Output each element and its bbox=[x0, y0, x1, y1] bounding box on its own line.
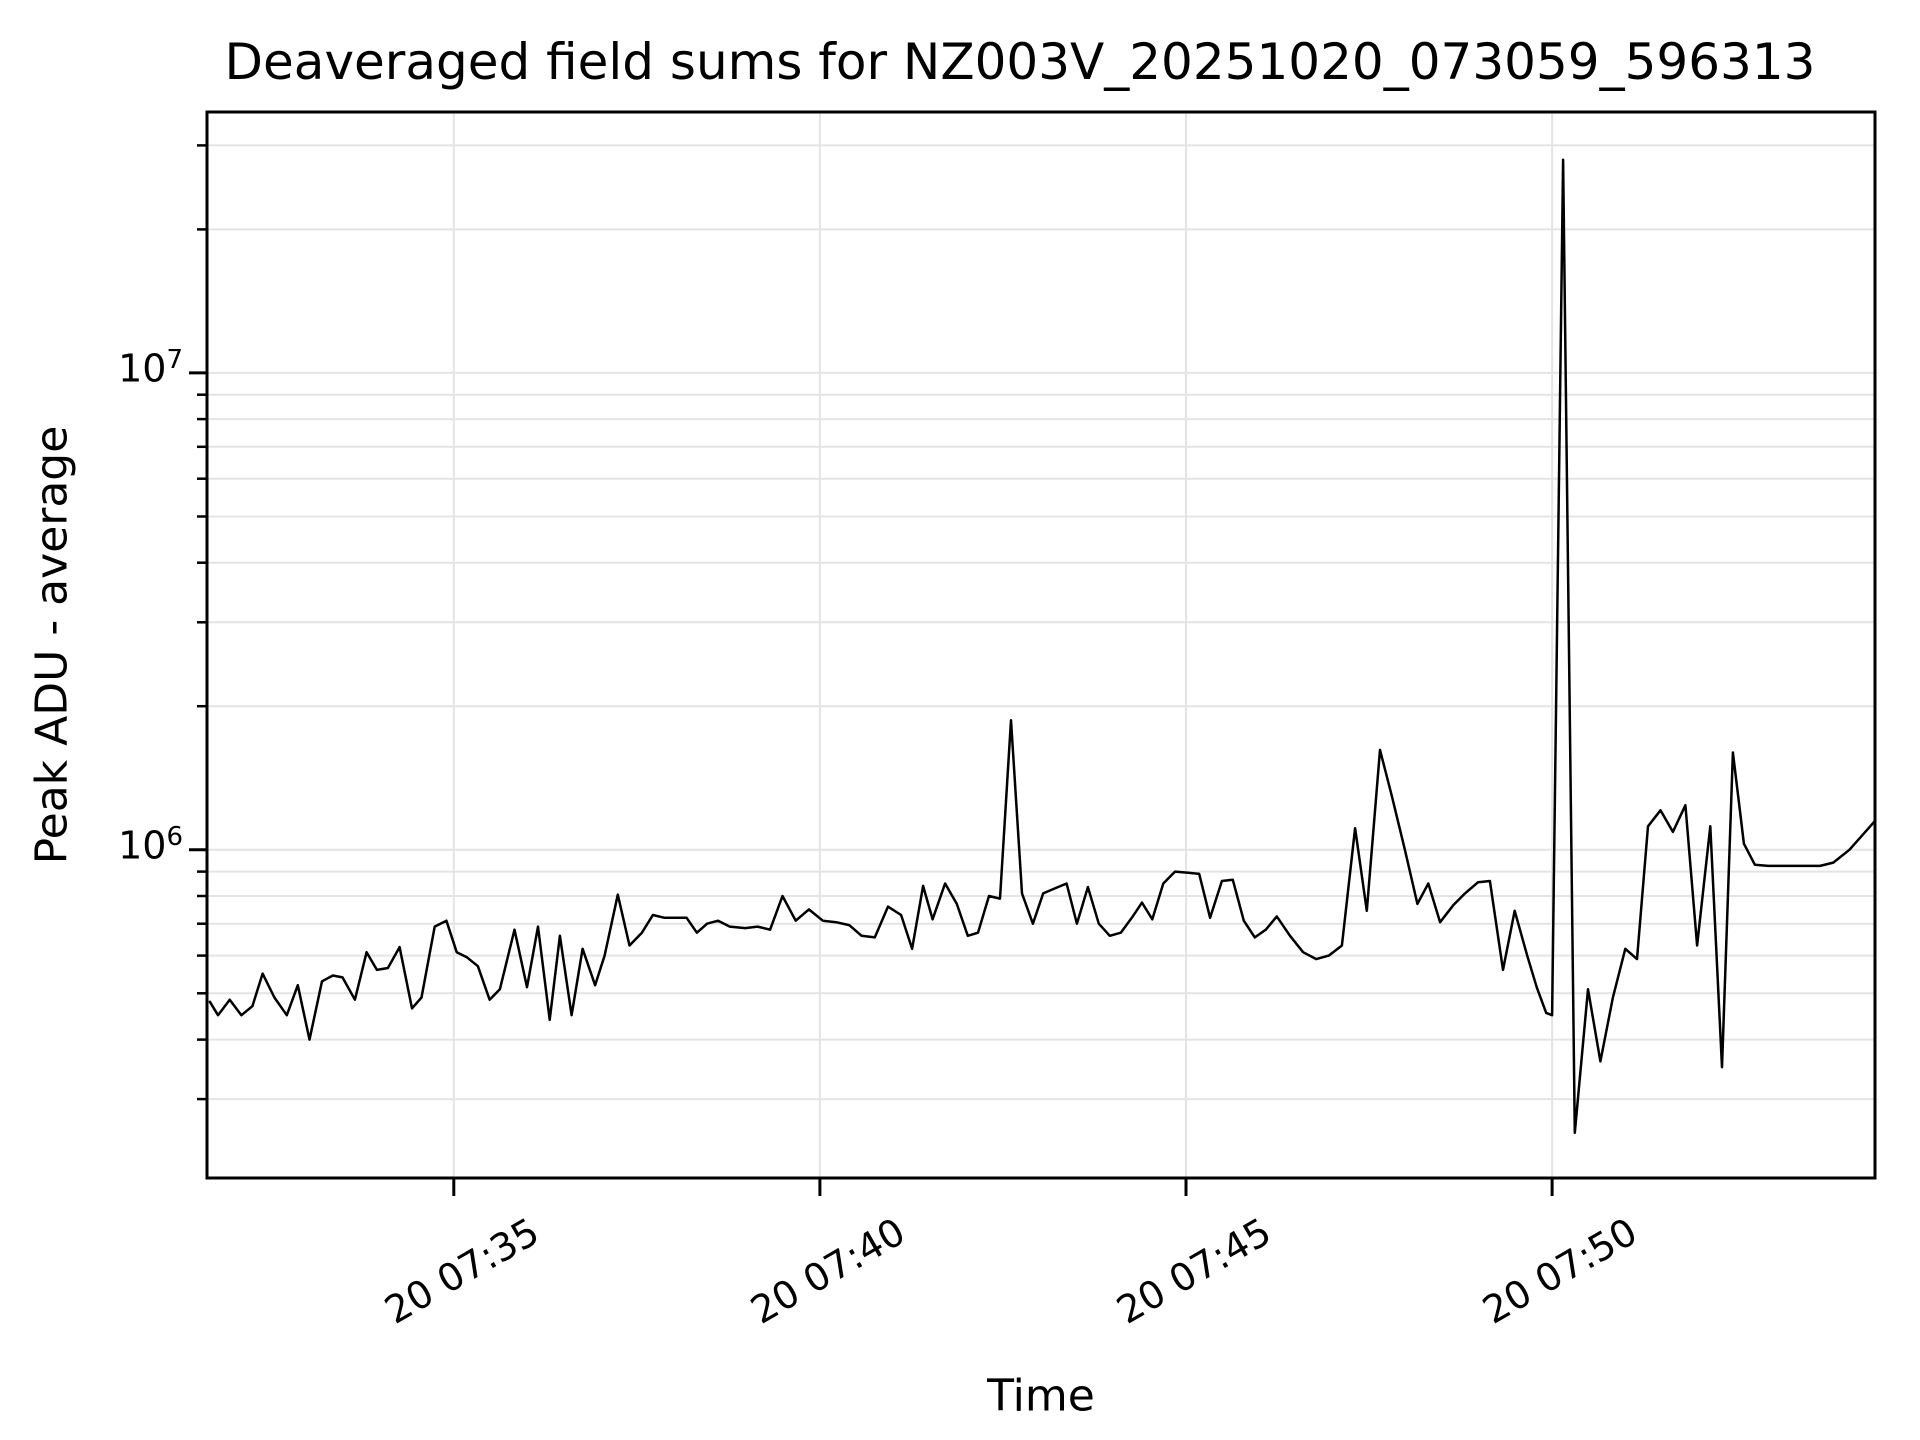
y-tick-label: 106 bbox=[118, 821, 183, 868]
y-tick-label: 107 bbox=[118, 344, 183, 391]
data-line bbox=[208, 158, 1877, 1135]
axes-spines bbox=[205, 110, 1877, 1180]
y-axis-label: Peak ADU - average bbox=[26, 425, 78, 865]
x-axis-label: Time bbox=[987, 1370, 1095, 1422]
chart-title: Deaveraged field sums for NZ003V_2025102… bbox=[224, 33, 1816, 91]
